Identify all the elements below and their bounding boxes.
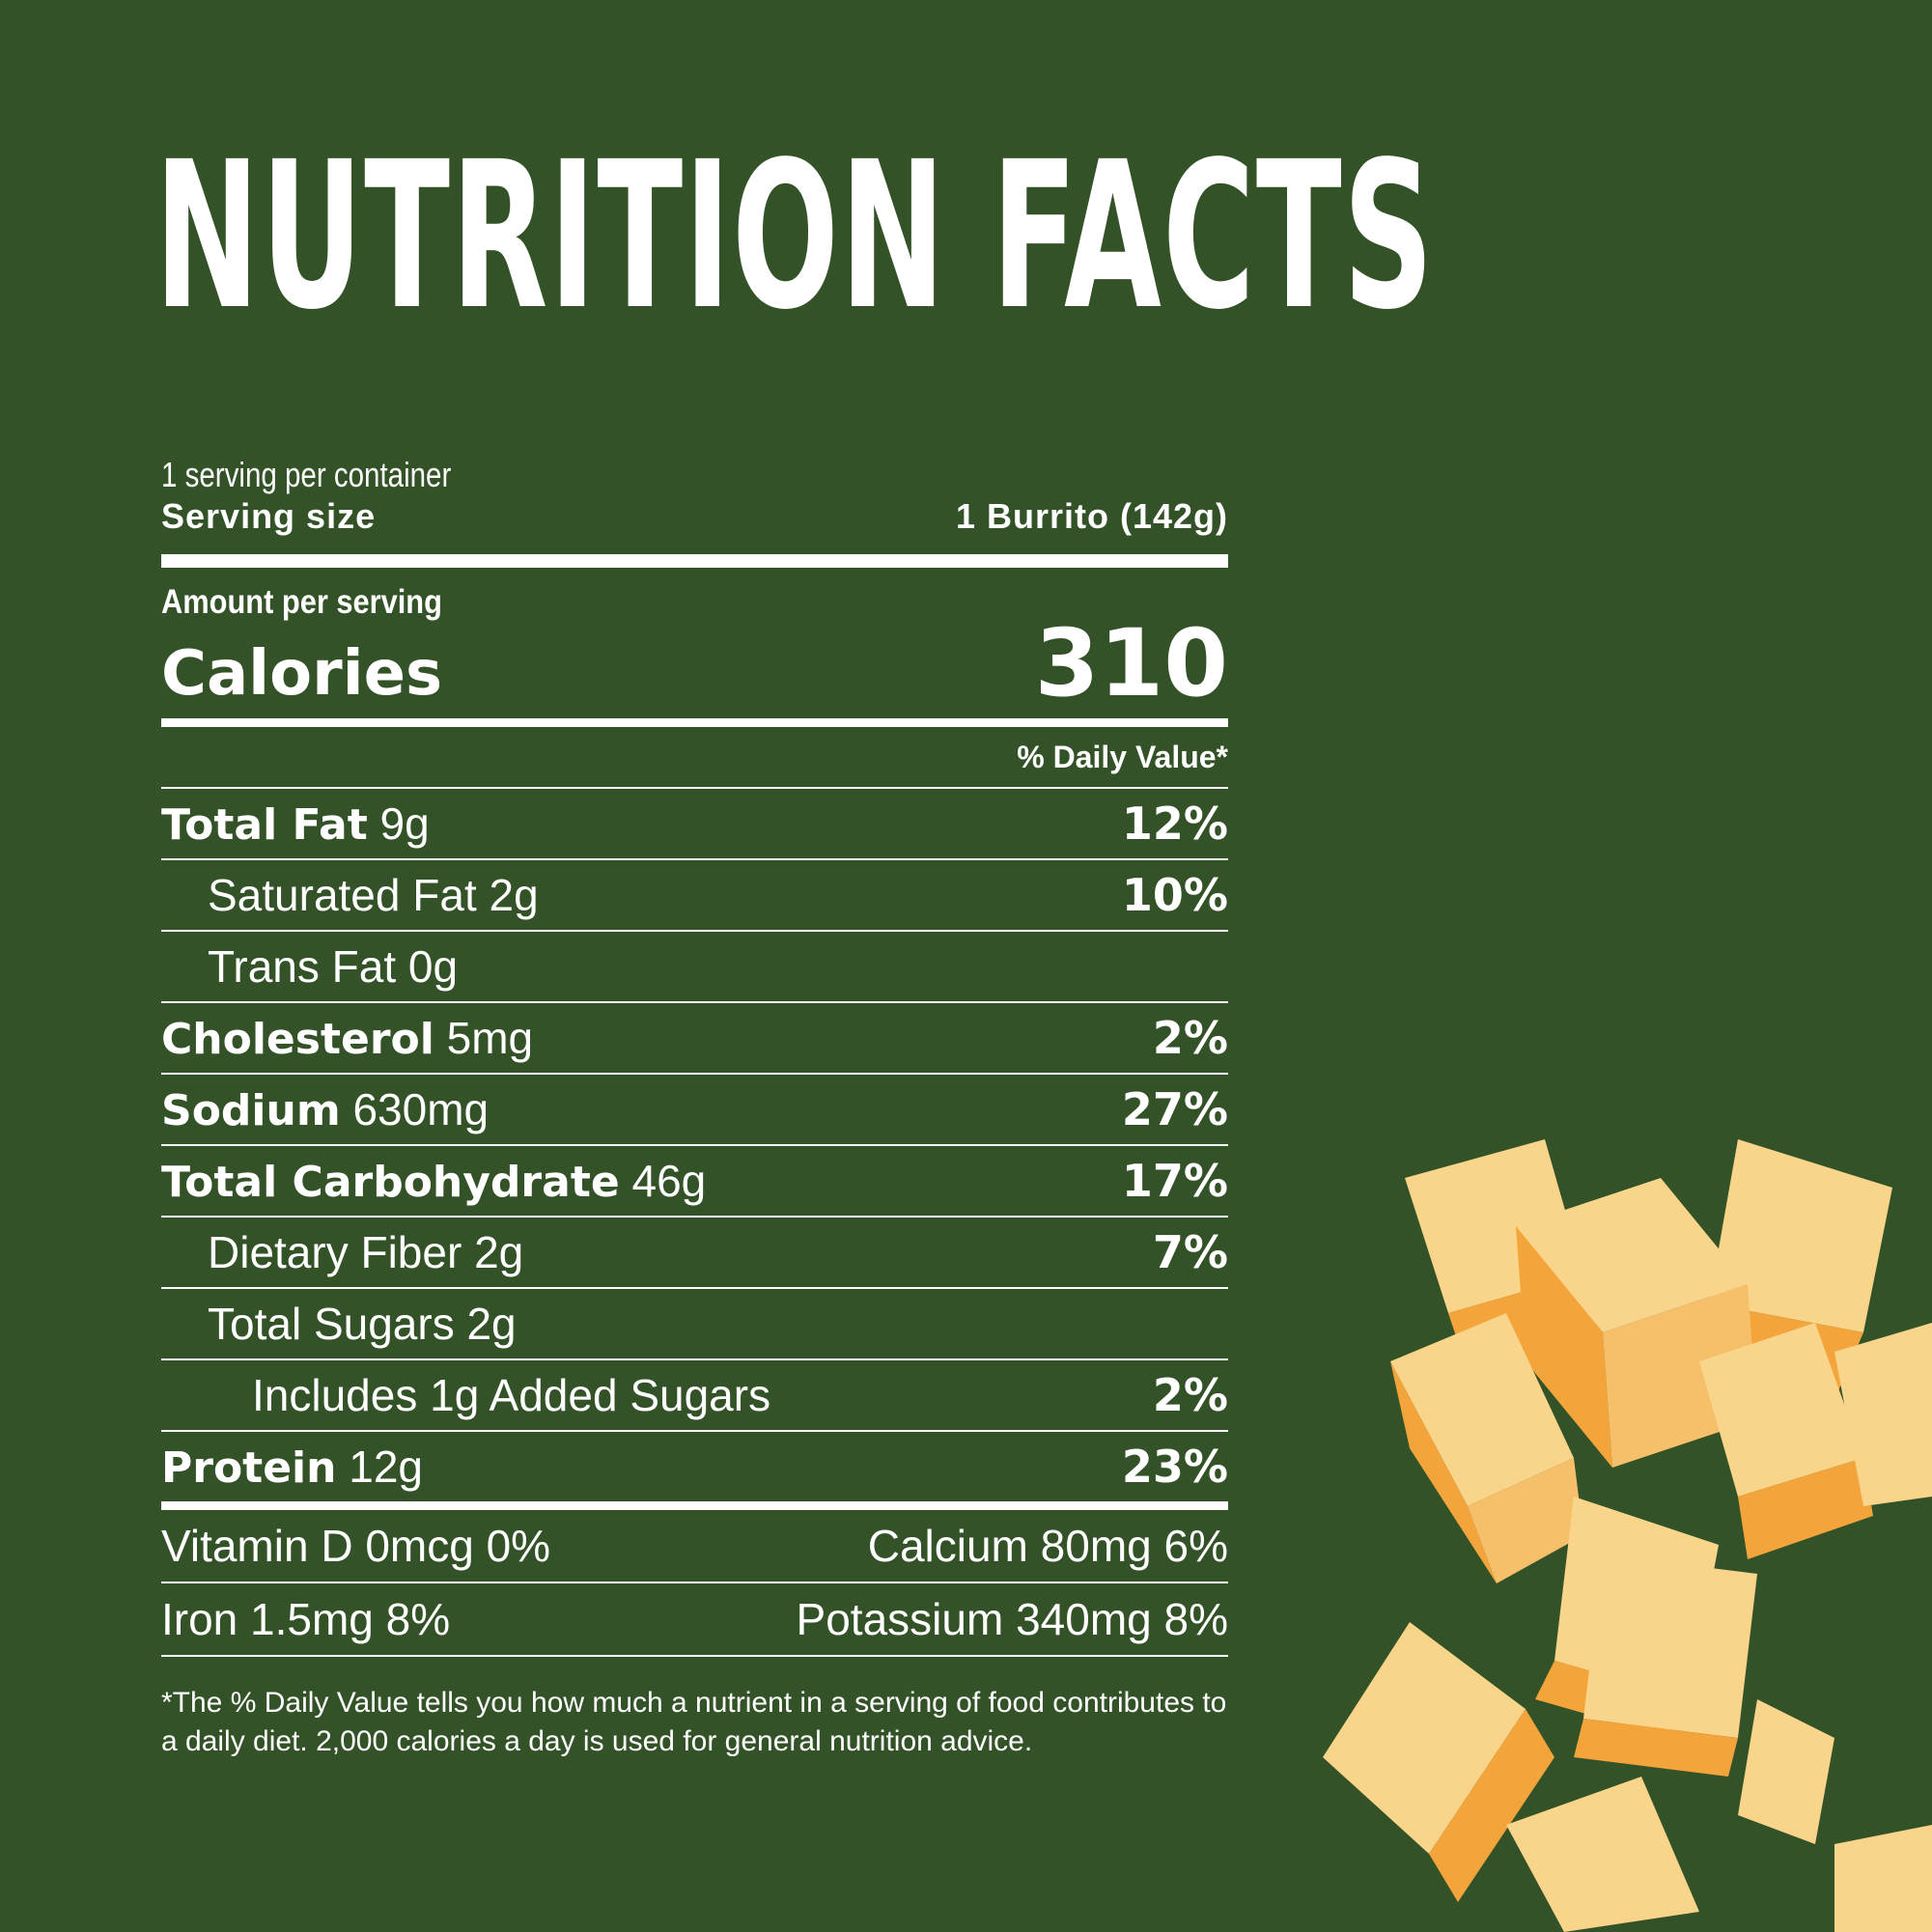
nutrient-name: Sodium <box>161 1086 341 1135</box>
vitamin-row: Vitamin D 0mcg 0% Calcium 80mg 6% <box>161 1510 1228 1583</box>
servings-per-container: 1 serving per container <box>161 455 452 494</box>
nutrient-dv: 2% <box>1152 1012 1228 1064</box>
serving-size-label: Serving size <box>161 496 377 536</box>
nutrient-amount: 12g <box>349 1442 423 1492</box>
nutrient-row-trans-fat: Trans Fat 0g <box>161 932 1228 1003</box>
cheese-cube <box>1323 1622 1554 1902</box>
thick-divider <box>161 554 1228 568</box>
vitamin-row: Iron 1.5mg 8% Potassium 340mg 8% <box>161 1583 1228 1657</box>
nutrient-name: Total Carbohydrate <box>161 1158 620 1207</box>
nutrient-name: Cholesterol <box>161 1015 434 1064</box>
nutrient-dv: 17% <box>1121 1155 1228 1207</box>
cheese-cube <box>1574 1554 1757 1777</box>
footnote: *The % Daily Value tells you how much a … <box>161 1687 1227 1757</box>
nutrient-row-dietary-fiber: Dietary Fiber 2g 7% <box>161 1218 1228 1289</box>
nutrient-row-total-carbohydrate: Total Carbohydrate 46g 17% <box>161 1146 1228 1218</box>
medium-divider <box>161 718 1228 727</box>
nutrient-dv: 12% <box>1121 798 1228 850</box>
vitamin-right: Calcium 80mg 6% <box>867 1521 1228 1571</box>
nutrient-dv: 7% <box>1152 1226 1228 1278</box>
nutrient-amount: 9g <box>379 798 430 849</box>
cheese-cube <box>1738 1699 1932 1932</box>
serving-size-row: Serving size 1 Burrito (142g) <box>161 496 1228 541</box>
amount-per-serving: Amount per serving <box>161 583 442 621</box>
vitamin-left: Iron 1.5mg 8% <box>161 1594 451 1644</box>
nutrient-name: Saturated Fat 2g <box>208 870 539 920</box>
nutrient-name: Protein <box>161 1443 337 1493</box>
daily-value-header: % Daily Value* <box>161 727 1228 789</box>
medium-divider <box>161 1501 1228 1510</box>
nutrient-dv: 23% <box>1121 1441 1228 1493</box>
calories-value: 310 <box>1034 609 1228 717</box>
nutrient-dv: 2% <box>1152 1369 1228 1421</box>
cheese-cube <box>1834 1323 1932 1506</box>
nutrient-dv: 27% <box>1121 1083 1228 1135</box>
nutrient-row-total-fat: Total Fat 9g 12% <box>161 789 1228 860</box>
vitamin-right: Potassium 340mg 8% <box>796 1594 1228 1644</box>
nutrient-name: Total Fat <box>161 800 368 850</box>
nutrient-name: Trans Fat 0g <box>208 941 459 992</box>
nutrient-row-cholesterol: Cholesterol 5mg 2% <box>161 1003 1228 1075</box>
vitamin-left: Vitamin D 0mcg 0% <box>161 1521 551 1571</box>
nutrient-row-sodium: Sodium 630mg 27% <box>161 1075 1228 1146</box>
nutrient-amount: 46g <box>631 1156 707 1206</box>
nutrient-dv: 10% <box>1121 869 1228 921</box>
nutrient-row-added-sugars: Includes 1g Added Sugars 2% <box>161 1360 1228 1432</box>
nutrient-name: Includes 1g Added Sugars <box>252 1370 771 1420</box>
nutrition-facts-title: NUTRITION FACTS <box>154 118 1435 354</box>
cheese-cube <box>1390 1313 1583 1583</box>
nutrient-row-total-sugars: Total Sugars 2g <box>161 1289 1228 1360</box>
nutrition-panel: 1 serving per container Serving size 1 B… <box>161 454 1228 1761</box>
cheese-cube <box>1506 1777 1699 1932</box>
calories-label: Calories <box>161 638 443 710</box>
nutrient-amount: 5mg <box>446 1013 534 1063</box>
daily-value-header-text: % Daily Value* <box>1017 739 1228 774</box>
calories-row: Calories 310 <box>161 609 1228 718</box>
nutrient-row-saturated-fat: Saturated Fat 2g 10% <box>161 860 1228 932</box>
nutrient-name: Dietary Fiber 2g <box>208 1227 524 1277</box>
cheese-cube <box>1699 1323 1873 1559</box>
nutrient-name: Total Sugars 2g <box>208 1299 517 1349</box>
nutrient-row-protein: Protein 12g 23% <box>161 1432 1228 1501</box>
serving-size-value: 1 Burrito (142g) <box>955 496 1228 536</box>
cheese-cubes-image <box>1323 1139 1932 1932</box>
nutrient-amount: 630mg <box>352 1084 490 1134</box>
